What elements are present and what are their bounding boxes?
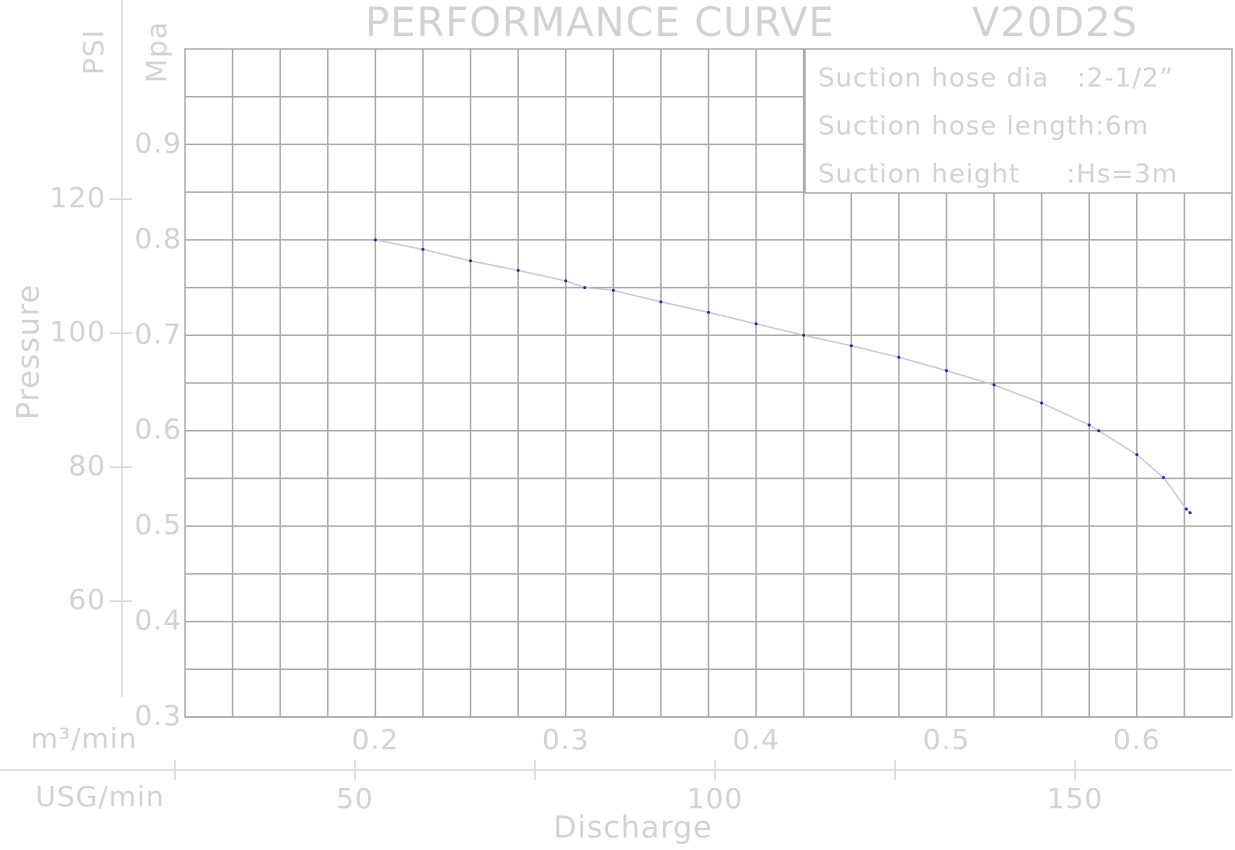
curve-point	[516, 268, 520, 272]
x-unit: m³/min	[31, 722, 138, 755]
curve-point	[1161, 475, 1165, 479]
y2-tick-label: 100	[50, 315, 106, 348]
x2-unit: USG/min	[35, 780, 164, 813]
y2-tick-label: 120	[50, 181, 106, 214]
curve-point	[707, 310, 710, 314]
curve-point	[659, 300, 663, 304]
x-tick-label: 0.3	[542, 723, 590, 756]
y-tick-label: 0.3	[134, 699, 182, 732]
curve-point	[1184, 507, 1188, 511]
y-tick-label: 0.6	[134, 413, 182, 446]
y2-tick-label: 80	[68, 449, 106, 482]
curve-point	[1040, 401, 1044, 405]
note: Suction hose dia :2-1/2”	[818, 64, 1174, 94]
curve-point	[611, 288, 615, 292]
y-tick-label: 0.7	[134, 317, 182, 350]
y2-unit: PSI	[77, 29, 110, 75]
curve-point	[421, 247, 425, 251]
curve-point	[583, 286, 587, 290]
model-name: V20D2S	[972, 0, 1138, 46]
curve-point	[1188, 511, 1192, 515]
y-unit: Mpa	[140, 21, 173, 83]
note: Suction hose length:6m	[818, 112, 1149, 142]
curve-point	[469, 259, 473, 263]
curve-point	[754, 322, 758, 326]
curve-point	[1097, 429, 1101, 433]
x-label: Discharge	[553, 811, 712, 846]
curve-point	[944, 369, 948, 373]
note: Suction height :Hs=3m	[818, 160, 1178, 190]
x-tick-label: 0.5	[923, 723, 971, 756]
curve-point	[1135, 453, 1139, 457]
curve-point	[992, 383, 996, 387]
y-label: Pressure	[12, 284, 47, 420]
y2-tick-label: 60	[68, 583, 106, 616]
x2-tick-label: 100	[687, 782, 743, 815]
curve-point	[373, 238, 377, 242]
curve-point	[897, 355, 901, 359]
curve-point	[564, 279, 568, 283]
y-tick-label: 0.5	[134, 508, 182, 541]
chart-title: PERFORMANCE CURVE	[365, 0, 835, 46]
curve-point	[802, 333, 806, 337]
curve-point	[1087, 423, 1091, 427]
curve-point	[849, 344, 853, 348]
x-tick-label: 0.6	[1113, 723, 1161, 756]
x2-tick-label: 50	[336, 782, 374, 815]
x-tick-label: 0.2	[352, 723, 400, 756]
y-tick-label: 0.8	[134, 222, 182, 255]
performance-curve	[375, 239, 1191, 514]
y-tick-label: 0.4	[134, 604, 182, 637]
x-tick-label: 0.4	[732, 723, 780, 756]
y-tick-label: 0.9	[134, 126, 182, 159]
x2-tick-label: 150	[1047, 782, 1103, 815]
